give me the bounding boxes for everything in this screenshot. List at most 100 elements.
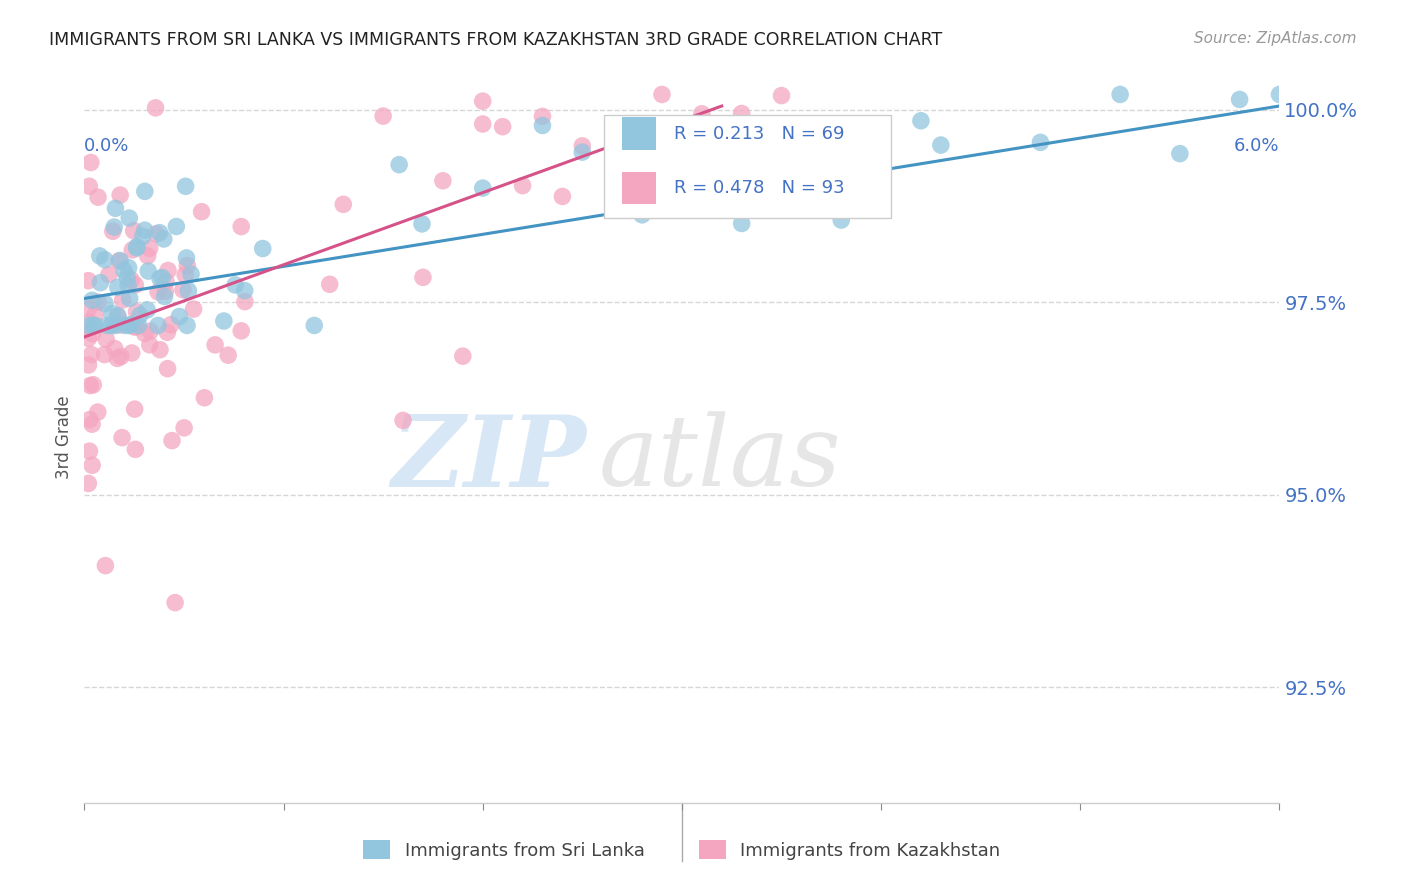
Point: [97, 268, 120, 282]
Point: [471, 181, 494, 195]
Point: [150, 270, 173, 285]
Point: [107, 309, 129, 323]
Point: [165, 219, 187, 234]
Point: [451, 349, 474, 363]
Point: [87, 190, 110, 204]
Point: [373, 109, 395, 123]
Point: [770, 88, 793, 103]
Point: [101, 224, 124, 238]
Point: [132, 229, 155, 244]
Point: [1029, 136, 1052, 150]
Point: [139, 324, 162, 338]
Point: [107, 280, 129, 294]
Point: [87, 405, 110, 419]
Point: [111, 293, 134, 307]
Legend: Immigrants from Sri Lanka, Immigrants from Kazakhstan: Immigrants from Sri Lanka, Immigrants fr…: [356, 833, 1008, 867]
Point: [79, 412, 101, 426]
Point: [212, 314, 235, 328]
Point: [104, 202, 127, 216]
Point: [82, 326, 104, 341]
Point: [929, 138, 952, 153]
Point: [571, 145, 593, 160]
Point: [80, 347, 103, 361]
Point: [134, 223, 156, 237]
Point: [107, 310, 129, 324]
Text: Source: ZipAtlas.com: Source: ZipAtlas.com: [1194, 31, 1357, 46]
Point: [124, 277, 146, 292]
Point: [157, 263, 180, 277]
Point: [111, 431, 134, 445]
Point: [155, 285, 177, 299]
Point: [412, 270, 434, 285]
Point: [492, 120, 515, 134]
Point: [83, 318, 105, 333]
Point: [231, 219, 253, 234]
Text: atlas: atlas: [599, 411, 841, 507]
Point: [77, 318, 100, 333]
Point: [96, 332, 118, 346]
Point: [100, 318, 122, 333]
Bar: [623, 118, 655, 151]
Point: [87, 295, 110, 310]
Point: [145, 227, 167, 241]
Point: [108, 253, 131, 268]
Point: [512, 178, 534, 193]
Point: [531, 109, 554, 123]
Point: [104, 318, 127, 333]
Point: [169, 310, 191, 324]
Point: [121, 346, 143, 360]
Point: [112, 263, 135, 277]
Point: [118, 292, 141, 306]
Point: [177, 284, 200, 298]
Bar: [623, 171, 655, 204]
Point: [146, 318, 169, 333]
Point: [115, 270, 138, 285]
Point: [121, 243, 143, 257]
Point: [82, 377, 104, 392]
Point: [79, 179, 101, 194]
Point: [631, 182, 654, 196]
Point: [731, 217, 754, 231]
Point: [145, 101, 167, 115]
Point: [118, 211, 141, 226]
Point: [117, 318, 139, 333]
Point: [233, 294, 256, 309]
Point: [172, 283, 194, 297]
Point: [125, 304, 148, 318]
Point: [204, 338, 226, 352]
Point: [134, 185, 156, 199]
Point: [104, 342, 127, 356]
Point: [174, 179, 197, 194]
Point: [471, 94, 494, 108]
Point: [302, 318, 325, 333]
Point: [176, 259, 198, 273]
Point: [77, 358, 100, 372]
Point: [332, 197, 354, 211]
Point: [388, 158, 411, 172]
Text: IMMIGRANTS FROM SRI LANKA VS IMMIGRANTS FROM KAZAKHSTAN 3RD GRADE CORRELATION CH: IMMIGRANTS FROM SRI LANKA VS IMMIGRANTS …: [49, 31, 942, 49]
Point: [146, 285, 169, 299]
Point: [155, 275, 177, 289]
Point: [690, 107, 713, 121]
Point: [136, 302, 159, 317]
Point: [551, 189, 574, 203]
Point: [176, 251, 198, 265]
Point: [411, 217, 433, 231]
Point: [392, 413, 415, 427]
Point: [125, 319, 148, 334]
Point: [117, 278, 139, 293]
Point: [571, 139, 593, 153]
Point: [217, 348, 239, 362]
Point: [252, 242, 274, 256]
Point: [174, 268, 197, 282]
Point: [105, 351, 128, 366]
Point: [84, 308, 107, 322]
Point: [165, 596, 187, 610]
Point: [77, 301, 100, 316]
Point: [138, 241, 160, 255]
Point: [110, 350, 132, 364]
Point: [173, 421, 195, 435]
Point: [156, 361, 179, 376]
Point: [190, 204, 212, 219]
Point: [79, 444, 101, 458]
